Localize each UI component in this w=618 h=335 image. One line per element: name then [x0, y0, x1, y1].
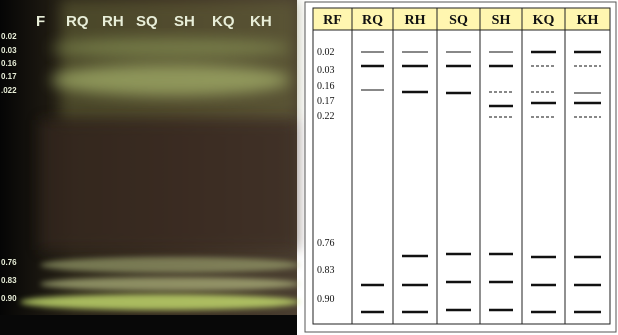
tlc-diagram: RF RQ RH SQ SH KQ KH 0.02 0.03 0.16 0.17 0.22 0.76 0.…	[305, 2, 616, 332]
rf-label: 0.02	[317, 47, 335, 58]
rf-label: 0.90	[1, 294, 17, 303]
rf-label: 0.03	[317, 65, 335, 76]
column-header: RQ	[362, 13, 383, 28]
figure: F RQ RH SQ SH KQ KH 0.02 0.03 0.16 0.17 …	[0, 0, 618, 335]
lane-label: RH	[102, 13, 124, 30]
rf-label: 0.02	[1, 32, 17, 41]
column-header: RF	[323, 13, 342, 28]
rf-label: 0.16	[317, 81, 335, 92]
rf-label: 0.16	[1, 59, 17, 68]
rf-label: 0.22	[317, 111, 335, 122]
column-header: SH	[492, 13, 511, 28]
column-header: KH	[577, 13, 599, 28]
column-header: KQ	[533, 13, 555, 28]
column-header: RH	[405, 13, 426, 28]
rf-label: 0.17	[1, 72, 17, 81]
rf-label: .022	[1, 86, 17, 95]
rf-label: 0.83	[1, 276, 17, 285]
lane-label: KH	[250, 13, 272, 30]
rf-label: 0.83	[317, 265, 335, 276]
rf-label: 0.03	[1, 46, 17, 55]
lane-label: RQ	[66, 13, 89, 30]
lane-label: SH	[174, 13, 195, 30]
lane-label: SQ	[136, 13, 158, 30]
rf-label: 0.90	[317, 294, 335, 305]
rf-label: 0.76	[317, 238, 335, 249]
lane-label: KQ	[212, 13, 235, 30]
tlc-photo: F RQ RH SQ SH KQ KH 0.02 0.03 0.16 0.17 …	[0, 0, 300, 335]
rf-label: 0.17	[317, 96, 335, 107]
rf-label: 0.76	[1, 258, 17, 267]
column-header: SQ	[449, 13, 468, 28]
lane-label: F	[36, 13, 45, 30]
